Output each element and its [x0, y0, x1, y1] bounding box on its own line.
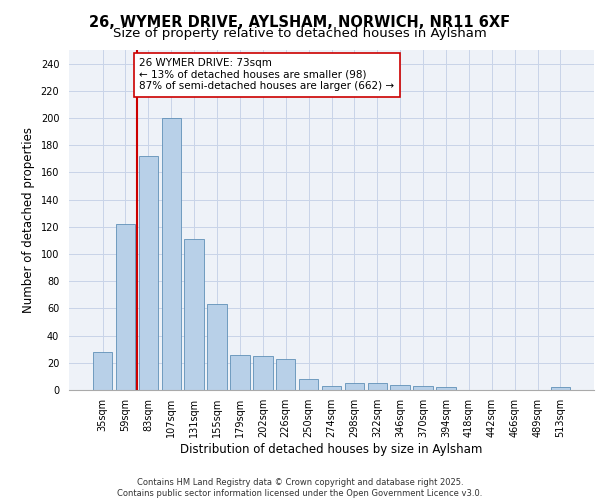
Bar — [391, 384, 410, 390]
Bar — [93, 352, 112, 390]
Text: 26, WYMER DRIVE, AYLSHAM, NORWICH, NR11 6XF: 26, WYMER DRIVE, AYLSHAM, NORWICH, NR11 … — [89, 15, 511, 30]
Bar — [116, 224, 135, 390]
Bar — [322, 386, 341, 390]
Bar — [139, 156, 158, 390]
Bar — [276, 358, 295, 390]
Text: Size of property relative to detached houses in Aylsham: Size of property relative to detached ho… — [113, 28, 487, 40]
Bar — [344, 383, 364, 390]
Bar — [184, 239, 204, 390]
Text: 26 WYMER DRIVE: 73sqm
← 13% of detached houses are smaller (98)
87% of semi-deta: 26 WYMER DRIVE: 73sqm ← 13% of detached … — [139, 58, 394, 92]
Text: Contains HM Land Registry data © Crown copyright and database right 2025.
Contai: Contains HM Land Registry data © Crown c… — [118, 478, 482, 498]
Bar — [230, 354, 250, 390]
Bar — [208, 304, 227, 390]
Y-axis label: Number of detached properties: Number of detached properties — [22, 127, 35, 313]
Bar — [161, 118, 181, 390]
Bar — [299, 379, 319, 390]
Bar — [368, 383, 387, 390]
X-axis label: Distribution of detached houses by size in Aylsham: Distribution of detached houses by size … — [181, 442, 482, 456]
Bar — [413, 386, 433, 390]
Bar — [436, 388, 455, 390]
Bar — [551, 388, 570, 390]
Bar — [253, 356, 272, 390]
